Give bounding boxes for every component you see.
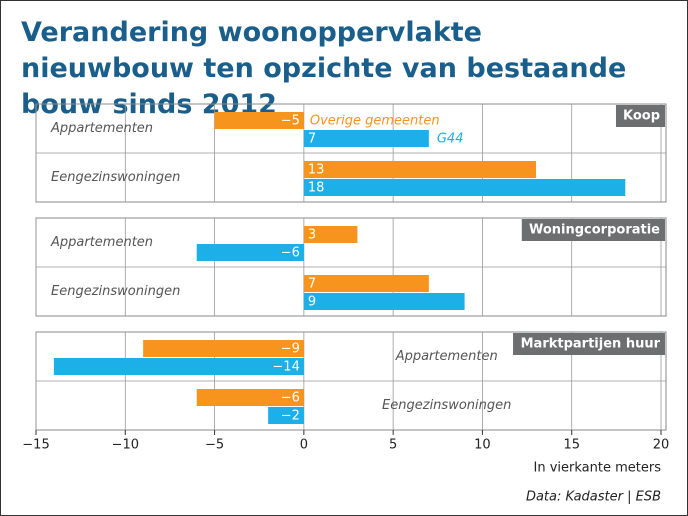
legend-label: G44: [437, 132, 464, 147]
value-label: −6: [281, 391, 300, 406]
category-label: Appartementen: [50, 235, 153, 250]
value-label: 7: [308, 132, 316, 147]
category-label: Eengezinswoningen: [51, 170, 180, 185]
x-tick-label: 15: [563, 438, 580, 453]
bar: [268, 407, 304, 424]
value-label: 9: [308, 295, 316, 310]
bar: [214, 112, 304, 129]
bar: [303, 179, 626, 196]
value-label: −9: [281, 342, 300, 357]
category-label: Appartementen: [395, 349, 498, 364]
value-label: 3: [308, 228, 316, 243]
bar: [303, 275, 429, 292]
bar: [303, 161, 536, 178]
value-label: −6: [281, 246, 300, 261]
value-label: −2: [281, 409, 300, 424]
bar: [196, 389, 304, 406]
x-tick-label: 0: [300, 438, 308, 453]
bar: [143, 340, 304, 357]
x-tick-label: 10: [474, 438, 491, 453]
legend-label: Overige gemeenten: [310, 114, 440, 129]
x-tick-label: −10: [112, 438, 139, 453]
bar: [303, 130, 429, 147]
panel-title-box: [615, 105, 665, 127]
bar: [303, 226, 358, 243]
value-label: 7: [308, 277, 316, 292]
category-label: Appartementen: [50, 121, 153, 136]
panel-title-box: [521, 219, 665, 241]
value-label: 13: [308, 163, 325, 178]
value-label: 18: [308, 181, 325, 196]
panel-title-text: Koop: [623, 109, 660, 124]
value-label: −14: [272, 360, 299, 375]
source: Data: Kadaster | ESB: [526, 490, 661, 505]
panel-title-text: Marktpartijen huur: [521, 337, 661, 352]
x-tick-label: −5: [205, 438, 224, 453]
bar: [196, 244, 304, 261]
x-tick-label: 20: [653, 438, 670, 453]
bar: [53, 358, 304, 375]
category-label: Eengezinswoningen: [51, 284, 180, 299]
panel-title-text: Woningcorporatie: [529, 223, 660, 238]
category-label: Eengezinswoningen: [382, 398, 511, 413]
panel-title-box: [513, 333, 665, 355]
x-tick-label: 5: [389, 438, 397, 453]
value-label: −5: [281, 114, 300, 129]
bar: [303, 293, 465, 310]
x-axis-label: In vierkante meters: [534, 461, 662, 476]
x-tick-label: −15: [22, 438, 49, 453]
